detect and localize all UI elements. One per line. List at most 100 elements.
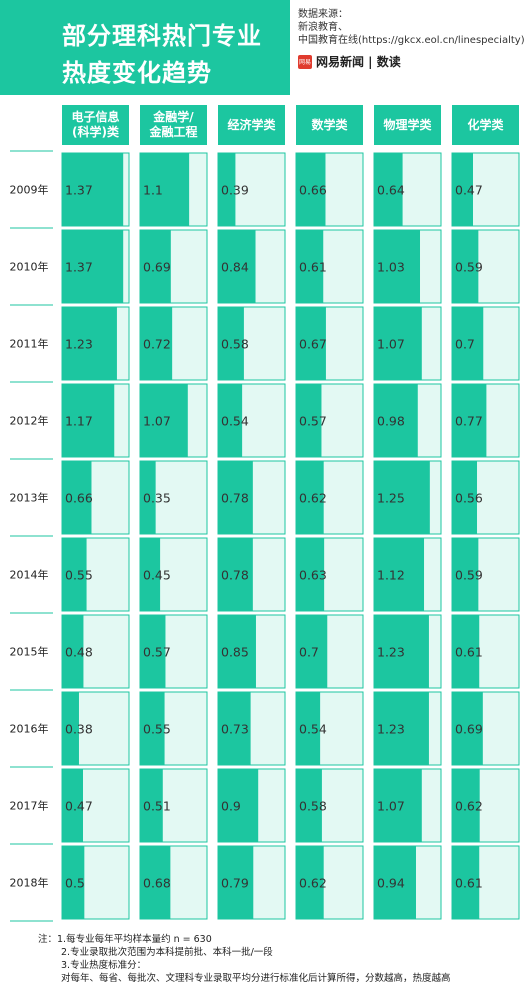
bar-value-label: 0.62 (455, 799, 483, 814)
column-header-1: 金融学/ 金融工程 (140, 105, 207, 145)
bar (140, 153, 190, 226)
year-label: 2009年 (10, 183, 49, 197)
bar-value-label: 0.66 (299, 183, 327, 198)
bar-value-label: 0.73 (221, 722, 249, 737)
year-label: 2012年 (10, 414, 49, 428)
bar (218, 846, 254, 919)
year-label: 2014年 (10, 568, 49, 582)
bar (218, 615, 256, 688)
bar (140, 461, 156, 534)
bar (452, 538, 479, 611)
bar-value-label: 0.58 (221, 337, 249, 352)
bar-value-label: 1.1 (143, 183, 163, 198)
year-label: 2016年 (10, 722, 49, 736)
bar (140, 230, 171, 303)
bar (296, 384, 322, 457)
bar-value-label: 1.23 (65, 337, 93, 352)
bar-value-label: 1.37 (65, 260, 93, 275)
bar (62, 384, 115, 457)
bar-value-label: 1.12 (377, 568, 405, 583)
bar (62, 692, 79, 765)
bar (374, 846, 416, 919)
bar (140, 769, 163, 842)
bar (296, 538, 325, 611)
bar (374, 307, 422, 380)
column-header-5: 化学类 (452, 105, 519, 145)
bar-value-label: 0.59 (455, 568, 483, 583)
bar-value-label: 0.5 (65, 876, 85, 891)
bar (374, 230, 421, 303)
source-line-2: 中国教育在线(https://gkcx.eol.cn/linespecialty… (298, 35, 525, 46)
bar-value-label: 0.56 (455, 491, 483, 506)
netease-logo-icon: 网易 (298, 54, 312, 69)
bar-value-label: 0.55 (65, 568, 93, 583)
bar-value-label: 0.78 (221, 568, 249, 583)
title-line-1: 部分理科热门专业 (62, 22, 262, 50)
year-label: 2011年 (10, 337, 49, 351)
year-label: 2017年 (10, 799, 49, 813)
bar (218, 461, 253, 534)
bar (62, 615, 84, 688)
bar (296, 846, 324, 919)
bar-value-label: 0.55 (143, 722, 171, 737)
bar (62, 153, 124, 226)
bar-value-label: 0.78 (221, 491, 249, 506)
bar-value-label: 0.61 (455, 876, 483, 891)
bar-value-label: 1.23 (377, 645, 405, 660)
bar (62, 230, 124, 303)
bar-value-label: 0.61 (455, 645, 483, 660)
source-block: 数据来源： 新浪教育、 中国教育在线(https://gkcx.eol.cn/l… (298, 8, 526, 70)
brand-text: 网易新闻 | 数读 (316, 55, 401, 69)
bar-value-label: 0.39 (221, 183, 249, 198)
bar-value-label: 0.67 (299, 337, 327, 352)
bar (62, 846, 85, 919)
bar-value-label: 0.51 (143, 799, 171, 814)
bar-value-label: 0.84 (221, 260, 249, 275)
bar (296, 769, 322, 842)
bar-value-label: 1.17 (65, 414, 93, 429)
bar-value-label: 0.58 (299, 799, 327, 814)
bar (218, 692, 251, 765)
bar (374, 615, 429, 688)
bar-value-label: 1.07 (377, 337, 405, 352)
bar-value-label: 0.69 (455, 722, 483, 737)
bar-value-label: 0.61 (299, 260, 327, 275)
bar (374, 538, 425, 611)
bar (62, 461, 92, 534)
note-line-4: 对每年、每省、每批次、文理科专业录取平均分进行标准化后计算所得，分数越高，热度越… (61, 973, 451, 984)
bar (452, 769, 480, 842)
bar-value-label: 0.35 (143, 491, 171, 506)
bar-value-label: 0.9 (221, 799, 241, 814)
bar (374, 769, 422, 842)
bar (62, 538, 87, 611)
note-line-2: 2.专业录取批次范围为本科提前批、本科一批/一段 (61, 947, 273, 958)
brand-logo-text: 网易 (298, 59, 311, 66)
bar-value-label: 0.98 (377, 414, 405, 429)
bar (452, 692, 483, 765)
bar-value-label: 0.54 (299, 722, 327, 737)
bar-value-label: 1.07 (377, 799, 405, 814)
bar-value-label: 0.57 (299, 414, 327, 429)
bar (452, 384, 487, 457)
note-line-3: 3.专业热度标准分： (61, 960, 147, 971)
bar (452, 846, 480, 919)
column-header-4: 物理学类 (374, 105, 441, 145)
bar (452, 230, 479, 303)
bar (140, 538, 161, 611)
bar-value-label: 0.66 (65, 491, 93, 506)
bar (218, 384, 243, 457)
heat-chart: 2009年 2010年 2011年 2012年 2013年 2014年 2015年 2016年… (10, 150, 520, 922)
bar (140, 307, 173, 380)
bar-value-label: 0.77 (455, 414, 483, 429)
bar (374, 692, 429, 765)
bar (140, 384, 188, 457)
bar (296, 615, 328, 688)
bar-value-label: 0.47 (65, 799, 93, 814)
bar (296, 692, 321, 765)
bar (452, 615, 480, 688)
bar-value-label: 1.07 (143, 414, 171, 429)
bar-value-label: 0.85 (221, 645, 249, 660)
column-header-3: 数学类 (296, 105, 363, 145)
bar (374, 153, 403, 226)
year-label: 2013年 (10, 491, 49, 505)
